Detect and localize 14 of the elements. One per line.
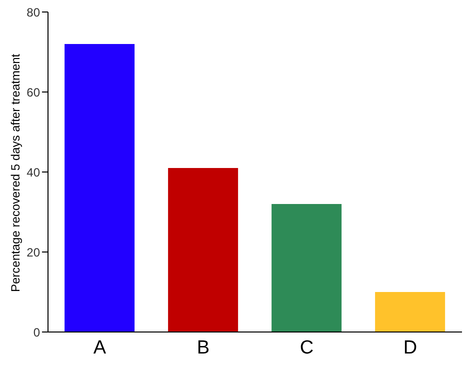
y-tick-label: 80 bbox=[26, 5, 40, 20]
x-tick-label: B bbox=[196, 337, 210, 358]
bar bbox=[64, 44, 135, 332]
y-axis-title: Percentage recovered 5 days after treatment bbox=[8, 53, 22, 292]
y-tick-label: 20 bbox=[26, 245, 40, 260]
x-tick-label: A bbox=[93, 337, 106, 358]
y-tick-label: 60 bbox=[26, 85, 40, 100]
bar bbox=[168, 168, 238, 332]
y-tick-label: 40 bbox=[26, 165, 40, 180]
x-tick-label: C bbox=[300, 337, 314, 358]
bar bbox=[272, 204, 342, 332]
x-tick-label: D bbox=[403, 337, 418, 358]
y-tick-label: 0 bbox=[33, 325, 40, 340]
bar bbox=[375, 292, 446, 332]
